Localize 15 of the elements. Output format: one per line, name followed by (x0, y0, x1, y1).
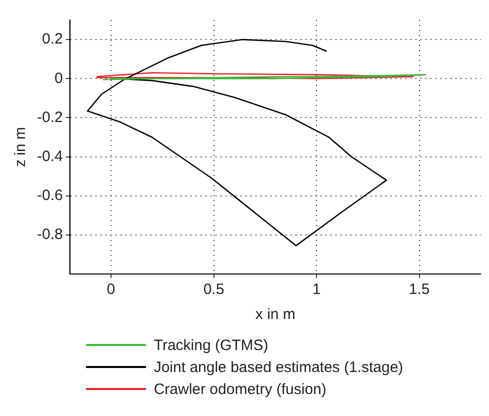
y-tick-label: 0.2 (42, 30, 63, 48)
y-tick-label: -0.4 (36, 148, 63, 165)
y-tick-label: -0.8 (36, 226, 63, 244)
y-tick-label: -0.2 (36, 108, 63, 126)
x-tick-label: 1.5 (408, 281, 430, 298)
legend-label: Joint angle based estimates (1.stage) (154, 358, 404, 376)
x-axis-title: x in m (255, 306, 296, 324)
y-axis-title: z in m (12, 126, 30, 168)
x-tick-label: 1 (312, 281, 321, 298)
legend-label: Tracking (GTMS) (154, 336, 268, 354)
x-tick-label: 0 (106, 281, 116, 298)
legend-label: Crawler odometry (fusion) (154, 380, 326, 398)
y-tick-label: -0.6 (36, 186, 63, 204)
y-tick-label: 0 (54, 70, 63, 87)
x-tick-label: 0.5 (203, 281, 224, 298)
